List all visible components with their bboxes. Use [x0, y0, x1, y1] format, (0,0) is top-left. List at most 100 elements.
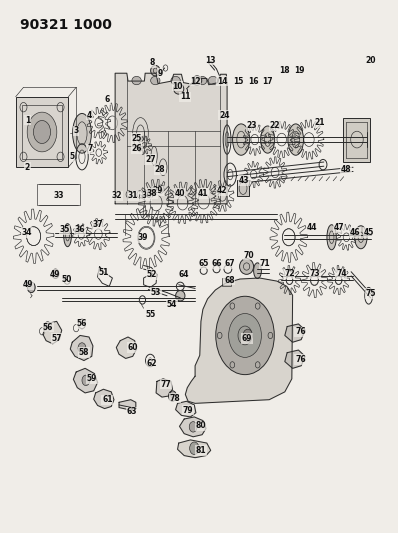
Circle shape	[169, 391, 176, 401]
Text: 68: 68	[224, 276, 235, 285]
Text: 46: 46	[350, 228, 360, 237]
Text: 3: 3	[74, 126, 79, 135]
Polygon shape	[43, 321, 62, 344]
Text: 34: 34	[21, 228, 32, 237]
Circle shape	[216, 296, 274, 375]
Text: 25: 25	[131, 134, 142, 143]
Polygon shape	[116, 337, 137, 358]
Text: 69: 69	[241, 334, 252, 343]
Text: 66: 66	[211, 260, 222, 269]
Text: 41: 41	[198, 189, 208, 198]
Ellipse shape	[171, 76, 180, 85]
Polygon shape	[73, 368, 98, 393]
Text: 6: 6	[105, 95, 110, 104]
Ellipse shape	[64, 224, 72, 247]
Ellipse shape	[254, 263, 261, 279]
Text: 49: 49	[23, 280, 33, 289]
Text: 1: 1	[25, 116, 30, 125]
Circle shape	[33, 120, 51, 143]
Ellipse shape	[150, 66, 160, 76]
Ellipse shape	[150, 76, 160, 85]
Text: 11: 11	[180, 92, 191, 101]
Text: 28: 28	[155, 165, 165, 174]
Polygon shape	[185, 278, 293, 403]
Text: 36: 36	[75, 225, 85, 235]
Text: 42: 42	[217, 186, 228, 195]
Ellipse shape	[132, 76, 141, 85]
Circle shape	[189, 422, 197, 432]
Bar	[237, 180, 249, 196]
Ellipse shape	[261, 126, 275, 153]
Text: 30: 30	[141, 191, 152, 200]
Circle shape	[27, 282, 35, 293]
Text: 61: 61	[102, 395, 113, 404]
Text: 13: 13	[205, 55, 216, 64]
Text: 20: 20	[365, 55, 376, 64]
Circle shape	[243, 329, 252, 342]
Text: 51: 51	[98, 268, 109, 277]
Text: 33: 33	[53, 191, 64, 200]
Polygon shape	[119, 400, 136, 410]
Text: 73: 73	[310, 269, 320, 278]
Text: 80: 80	[196, 421, 206, 430]
Bar	[343, 118, 370, 162]
Ellipse shape	[355, 226, 367, 249]
Text: 79: 79	[183, 406, 193, 415]
Text: 12: 12	[190, 77, 200, 86]
Text: 56: 56	[77, 319, 87, 328]
Text: 78: 78	[170, 394, 180, 402]
Text: 37: 37	[92, 220, 103, 229]
Text: 38: 38	[147, 189, 158, 198]
Ellipse shape	[176, 290, 185, 301]
Text: 40: 40	[174, 189, 185, 198]
Polygon shape	[94, 389, 114, 409]
Text: 7: 7	[87, 144, 92, 154]
Text: 65: 65	[199, 260, 209, 269]
Text: 17: 17	[262, 77, 273, 86]
Text: 22: 22	[270, 121, 280, 130]
Polygon shape	[176, 401, 196, 417]
Text: 76: 76	[295, 327, 306, 336]
Bar	[222, 278, 231, 286]
Text: 67: 67	[224, 260, 235, 269]
Text: 49: 49	[49, 270, 60, 279]
Text: 50: 50	[61, 275, 72, 284]
Circle shape	[82, 375, 90, 385]
Text: 62: 62	[147, 359, 158, 368]
Text: 29: 29	[153, 186, 163, 195]
Text: 8: 8	[150, 58, 155, 67]
Polygon shape	[115, 73, 227, 204]
Text: 39: 39	[137, 233, 148, 243]
Text: 19: 19	[295, 66, 305, 75]
Text: 52: 52	[146, 270, 156, 279]
Text: 16: 16	[248, 77, 259, 86]
Bar	[37, 184, 80, 205]
Text: 63: 63	[127, 407, 137, 416]
Text: 10: 10	[172, 82, 183, 91]
Text: 44: 44	[307, 223, 317, 232]
Ellipse shape	[72, 114, 92, 153]
Circle shape	[189, 442, 199, 455]
Text: 57: 57	[51, 334, 62, 343]
Text: 14: 14	[217, 77, 228, 86]
Text: 70: 70	[244, 251, 254, 260]
Text: 59: 59	[86, 374, 97, 383]
Polygon shape	[70, 335, 93, 360]
Text: 21: 21	[315, 118, 325, 127]
Text: 53: 53	[151, 288, 161, 297]
Polygon shape	[285, 324, 305, 342]
Circle shape	[52, 269, 59, 279]
Text: 31: 31	[127, 191, 138, 200]
Bar	[16, 97, 68, 167]
Ellipse shape	[174, 84, 184, 94]
Text: 27: 27	[145, 155, 156, 164]
Text: 54: 54	[166, 300, 177, 309]
Text: 26: 26	[131, 144, 142, 154]
Text: 15: 15	[233, 77, 243, 86]
Ellipse shape	[240, 259, 254, 274]
Ellipse shape	[232, 124, 250, 155]
Text: 75: 75	[365, 289, 376, 298]
Text: 56: 56	[43, 322, 53, 332]
Polygon shape	[179, 417, 206, 437]
Text: 90321 1000: 90321 1000	[20, 19, 111, 33]
